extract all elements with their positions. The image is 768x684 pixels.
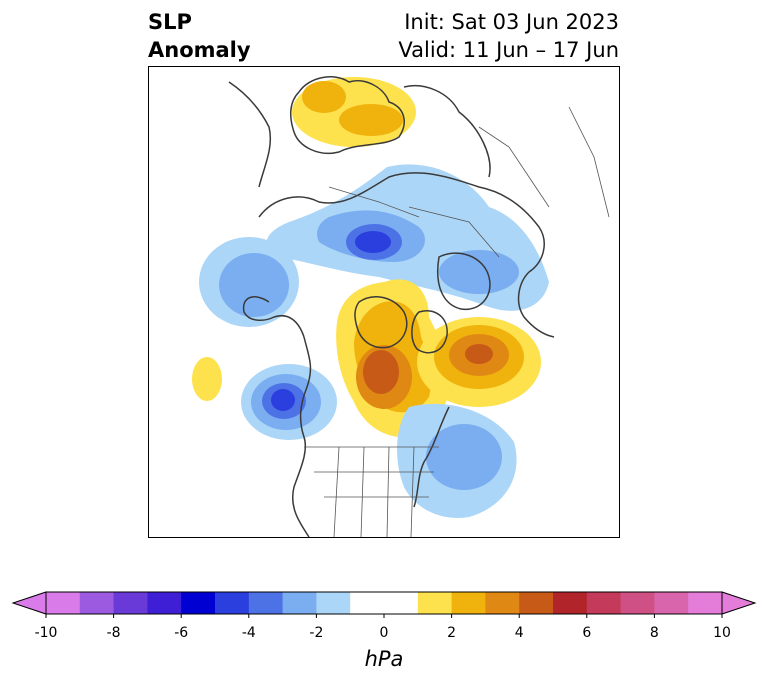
colorbar-tick-label: 2 [447,625,457,641]
colorbar-unit: hPa [364,647,404,671]
anomaly-scandinavia-positive [292,77,416,147]
colorbar-swatch [485,592,520,614]
colorbar-swatch [46,592,81,614]
colorbar-swatch [417,592,453,614]
colorbar-tick-label: -2 [309,625,324,641]
slp-anomaly-map [148,66,620,538]
colorbar-swatch [113,592,148,614]
coastline-layer [228,76,555,537]
colorbar-swatch [654,592,689,614]
colorbar-tick-label: -10 [34,625,58,641]
anomaly-yakutia-positive [417,317,541,407]
colorbar: -10 -8 -6 -4 -2 0 2 4 6 8 10 hPa [0,585,768,684]
colorbar-tick-label: 10 [713,625,731,641]
colorbar-swatch [384,592,419,614]
colorbar-tick-label: 8 [649,625,659,641]
anomaly-arctic-negative [266,164,549,311]
colorbar-scale [11,591,757,618]
init-date: Init: Sat 03 Jun 2023 [404,10,619,34]
valid-range: Valid: 11 Jun – 17 Jun [398,38,619,62]
colorbar-tick-label: -6 [174,625,189,641]
forecast-dates: Init: Sat 03 Jun 2023 Valid: 11 Jun – 17… [398,8,619,64]
colorbar-tick-label: 6 [582,625,592,641]
colorbar-over-arrow [721,591,757,615]
colorbar-swatch [350,592,385,614]
colorbar-swatch [553,592,588,614]
colorbar-swatch [215,592,250,614]
anomaly-gulf-of-alaska-negative [241,364,337,440]
colorbar-tick-label: 4 [514,625,524,641]
border-layer [304,106,610,537]
colorbar-swatch [451,592,486,614]
colorbar-swatch [147,592,182,614]
colorbar-tick-label: -4 [241,625,256,641]
colorbar-swatch [316,592,351,614]
colorbar-swatch [282,592,317,614]
colorbar-tick-label: 0 [379,625,389,641]
colorbar-swatch [586,592,622,614]
anomaly-atlantic-negative [397,403,517,518]
colorbar-swatch [688,592,723,614]
colorbar-swatch [181,592,216,614]
colorbar-under-arrow [11,591,47,615]
colorbar-swatch [248,592,284,614]
map-title: SLP Anomaly [148,8,251,64]
title-line-1: SLP [148,10,192,34]
anomaly-fill-layer [192,77,549,518]
colorbar-swatch [620,592,655,614]
anomaly-pacific-positive [192,357,222,401]
colorbar-swatch [519,592,554,614]
map-canvas [149,67,619,537]
colorbar-tick-label: -8 [106,625,121,641]
colorbar-swatch [79,592,115,614]
anomaly-bering-negative [199,237,299,327]
title-line-2: Anomaly [148,38,251,62]
